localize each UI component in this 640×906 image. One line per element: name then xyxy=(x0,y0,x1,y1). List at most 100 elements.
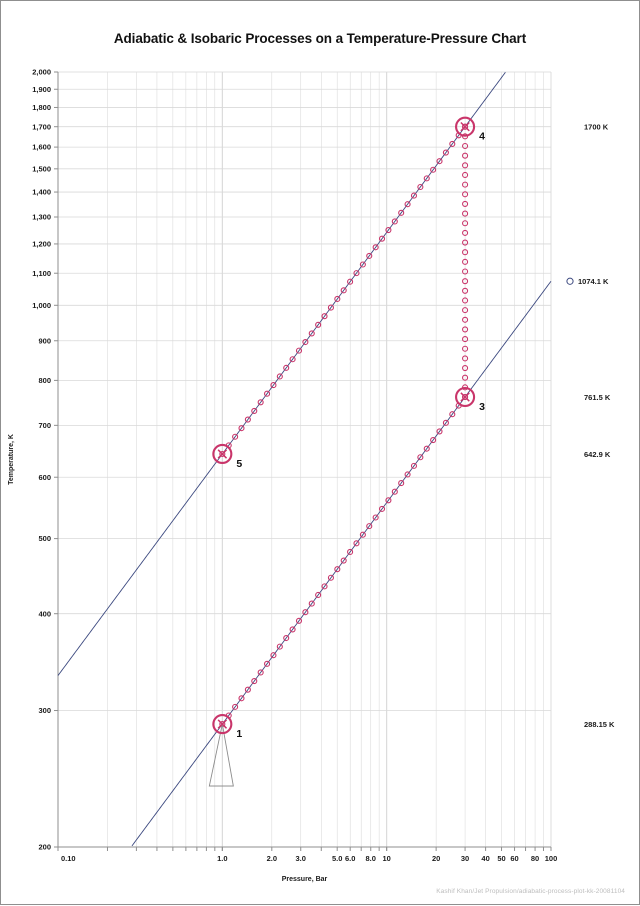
data-point-marker xyxy=(334,295,341,303)
data-point-marker xyxy=(462,210,469,217)
data-point-marker xyxy=(462,278,469,285)
data-point-marker xyxy=(417,183,424,191)
data-point-marker xyxy=(263,660,271,667)
data-point-marker xyxy=(462,162,469,169)
data-point-marker xyxy=(385,497,392,504)
data-point-marker xyxy=(462,316,469,323)
data-point-marker xyxy=(462,220,469,227)
state-point-ring xyxy=(455,116,476,137)
x-axis-ticks xyxy=(57,847,552,851)
adiabat-line xyxy=(57,72,506,676)
x-tick-label: 2.0 xyxy=(267,854,277,863)
data-point-marker xyxy=(347,548,354,555)
x-tick-label: 1.0 xyxy=(217,854,227,863)
data-point-marker xyxy=(219,450,226,458)
y-axis-title: Temperature, K xyxy=(8,434,15,485)
x-tick-label: 3.0 xyxy=(296,854,306,863)
data-point-marker xyxy=(462,142,469,150)
data-point-marker xyxy=(442,419,449,426)
x-tick-label: 40 xyxy=(481,854,489,863)
data-point-marker xyxy=(340,557,347,564)
data-point-marker xyxy=(436,158,443,165)
y-tick-label: 1,200 xyxy=(32,240,51,249)
state-point-4[interactable] xyxy=(455,116,476,137)
data-point-marker xyxy=(462,336,469,343)
data-point-marker xyxy=(257,399,264,406)
data-point-marker xyxy=(276,373,283,380)
x-tick-label: 6.0 xyxy=(345,854,355,863)
annotation-label: 642.9 K xyxy=(584,450,611,459)
nozzle-outline xyxy=(208,724,234,787)
y-tick-label: 1,300 xyxy=(32,213,51,222)
series-isobaric-heating-3-4 xyxy=(462,123,469,401)
y-tick-label: 2,000 xyxy=(32,68,51,77)
data-point-marker xyxy=(270,382,277,389)
data-point-marker xyxy=(442,149,449,156)
data-point-marker xyxy=(462,239,469,246)
y-tick-label: 700 xyxy=(38,421,51,430)
state-point-3[interactable] xyxy=(455,386,476,408)
data-point-marker xyxy=(436,428,443,435)
annotation-marker-icon xyxy=(566,277,574,285)
data-point-marker xyxy=(244,416,251,423)
annotation-label: 761.5 K xyxy=(584,393,611,402)
data-point-marker xyxy=(366,523,373,530)
data-point-marker xyxy=(385,227,392,234)
x-tick-label: 20 xyxy=(432,854,440,863)
state-point-label-4: 4 xyxy=(479,131,485,143)
data-point-marker xyxy=(295,347,303,354)
data-point-marker xyxy=(462,152,469,159)
y-tick-label: 400 xyxy=(38,609,51,618)
y-tick-label: 1,700 xyxy=(32,122,51,131)
annotation-label: 1074.1 K xyxy=(578,277,609,286)
data-point-marker xyxy=(238,695,245,702)
data-point-marker xyxy=(462,200,469,207)
data-point-marker xyxy=(462,123,469,130)
data-point-marker xyxy=(410,192,418,199)
state-point-5[interactable] xyxy=(212,443,233,465)
x-tick-label: 80 xyxy=(531,854,539,863)
state-point-1[interactable] xyxy=(212,714,233,735)
y-tick-label: 600 xyxy=(38,473,51,482)
data-point-marker xyxy=(238,425,245,432)
y-tick-label: 500 xyxy=(38,534,51,543)
data-point-marker xyxy=(462,374,469,381)
data-point-marker xyxy=(430,166,437,173)
data-point-marker xyxy=(449,411,456,418)
data-point-marker xyxy=(462,297,469,304)
page-title: Adiabatic & Isobaric Processes on a Temp… xyxy=(113,31,527,46)
data-point-marker xyxy=(302,338,309,346)
x-tick-label: 100 xyxy=(545,854,558,863)
adiabat-line xyxy=(131,280,552,847)
data-point-marker xyxy=(391,218,398,225)
state-point-ring xyxy=(455,386,476,408)
data-point-marker xyxy=(283,634,290,642)
data-point-marker xyxy=(334,566,341,573)
data-point-marker xyxy=(462,268,469,275)
annotation-label: 288.15 K xyxy=(584,720,615,729)
data-point-marker xyxy=(359,531,366,538)
data-point-marker xyxy=(462,191,469,198)
data-point-marker xyxy=(462,171,469,179)
x-tick-label: 8.0 xyxy=(366,854,376,863)
y-tick-label: 1,400 xyxy=(32,188,51,197)
data-point-marker xyxy=(244,686,251,693)
state-point-label-1: 1 xyxy=(236,728,242,740)
data-point-marker xyxy=(410,462,418,469)
data-point-marker xyxy=(302,609,309,616)
data-point-marker xyxy=(462,326,469,333)
data-point-marker xyxy=(366,252,373,259)
state-point-label-5: 5 xyxy=(236,458,242,470)
data-point-marker xyxy=(404,201,411,208)
data-point-marker xyxy=(462,307,469,314)
state-point-cross xyxy=(460,121,470,132)
data-point-marker xyxy=(378,505,386,512)
y-tick-label: 1,500 xyxy=(32,164,51,173)
data-point-marker xyxy=(276,643,283,650)
data-point-marker xyxy=(423,175,430,182)
annotation-label: 1700 K xyxy=(584,123,609,132)
data-point-marker xyxy=(417,454,424,461)
data-point-marker xyxy=(251,407,258,414)
y-tick-label: 800 xyxy=(38,376,51,385)
